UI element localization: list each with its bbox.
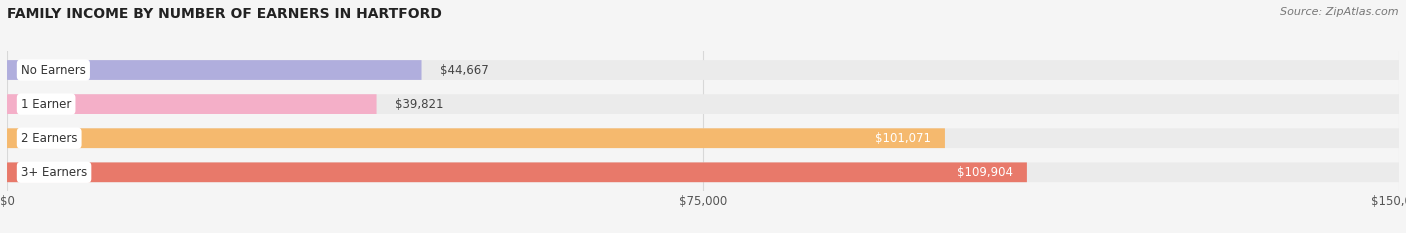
Text: 2 Earners: 2 Earners xyxy=(21,132,77,145)
FancyBboxPatch shape xyxy=(7,94,377,114)
FancyBboxPatch shape xyxy=(7,60,422,80)
Text: No Earners: No Earners xyxy=(21,64,86,76)
FancyBboxPatch shape xyxy=(7,162,1399,182)
FancyBboxPatch shape xyxy=(7,60,1399,80)
Text: 1 Earner: 1 Earner xyxy=(21,98,72,111)
FancyBboxPatch shape xyxy=(7,128,1399,148)
Text: $109,904: $109,904 xyxy=(957,166,1012,179)
Text: $101,071: $101,071 xyxy=(875,132,931,145)
FancyBboxPatch shape xyxy=(7,94,1399,114)
Text: 3+ Earners: 3+ Earners xyxy=(21,166,87,179)
Text: FAMILY INCOME BY NUMBER OF EARNERS IN HARTFORD: FAMILY INCOME BY NUMBER OF EARNERS IN HA… xyxy=(7,7,441,21)
FancyBboxPatch shape xyxy=(7,128,945,148)
Text: $39,821: $39,821 xyxy=(395,98,444,111)
Text: $44,667: $44,667 xyxy=(440,64,489,76)
Text: Source: ZipAtlas.com: Source: ZipAtlas.com xyxy=(1281,7,1399,17)
FancyBboxPatch shape xyxy=(7,162,1026,182)
